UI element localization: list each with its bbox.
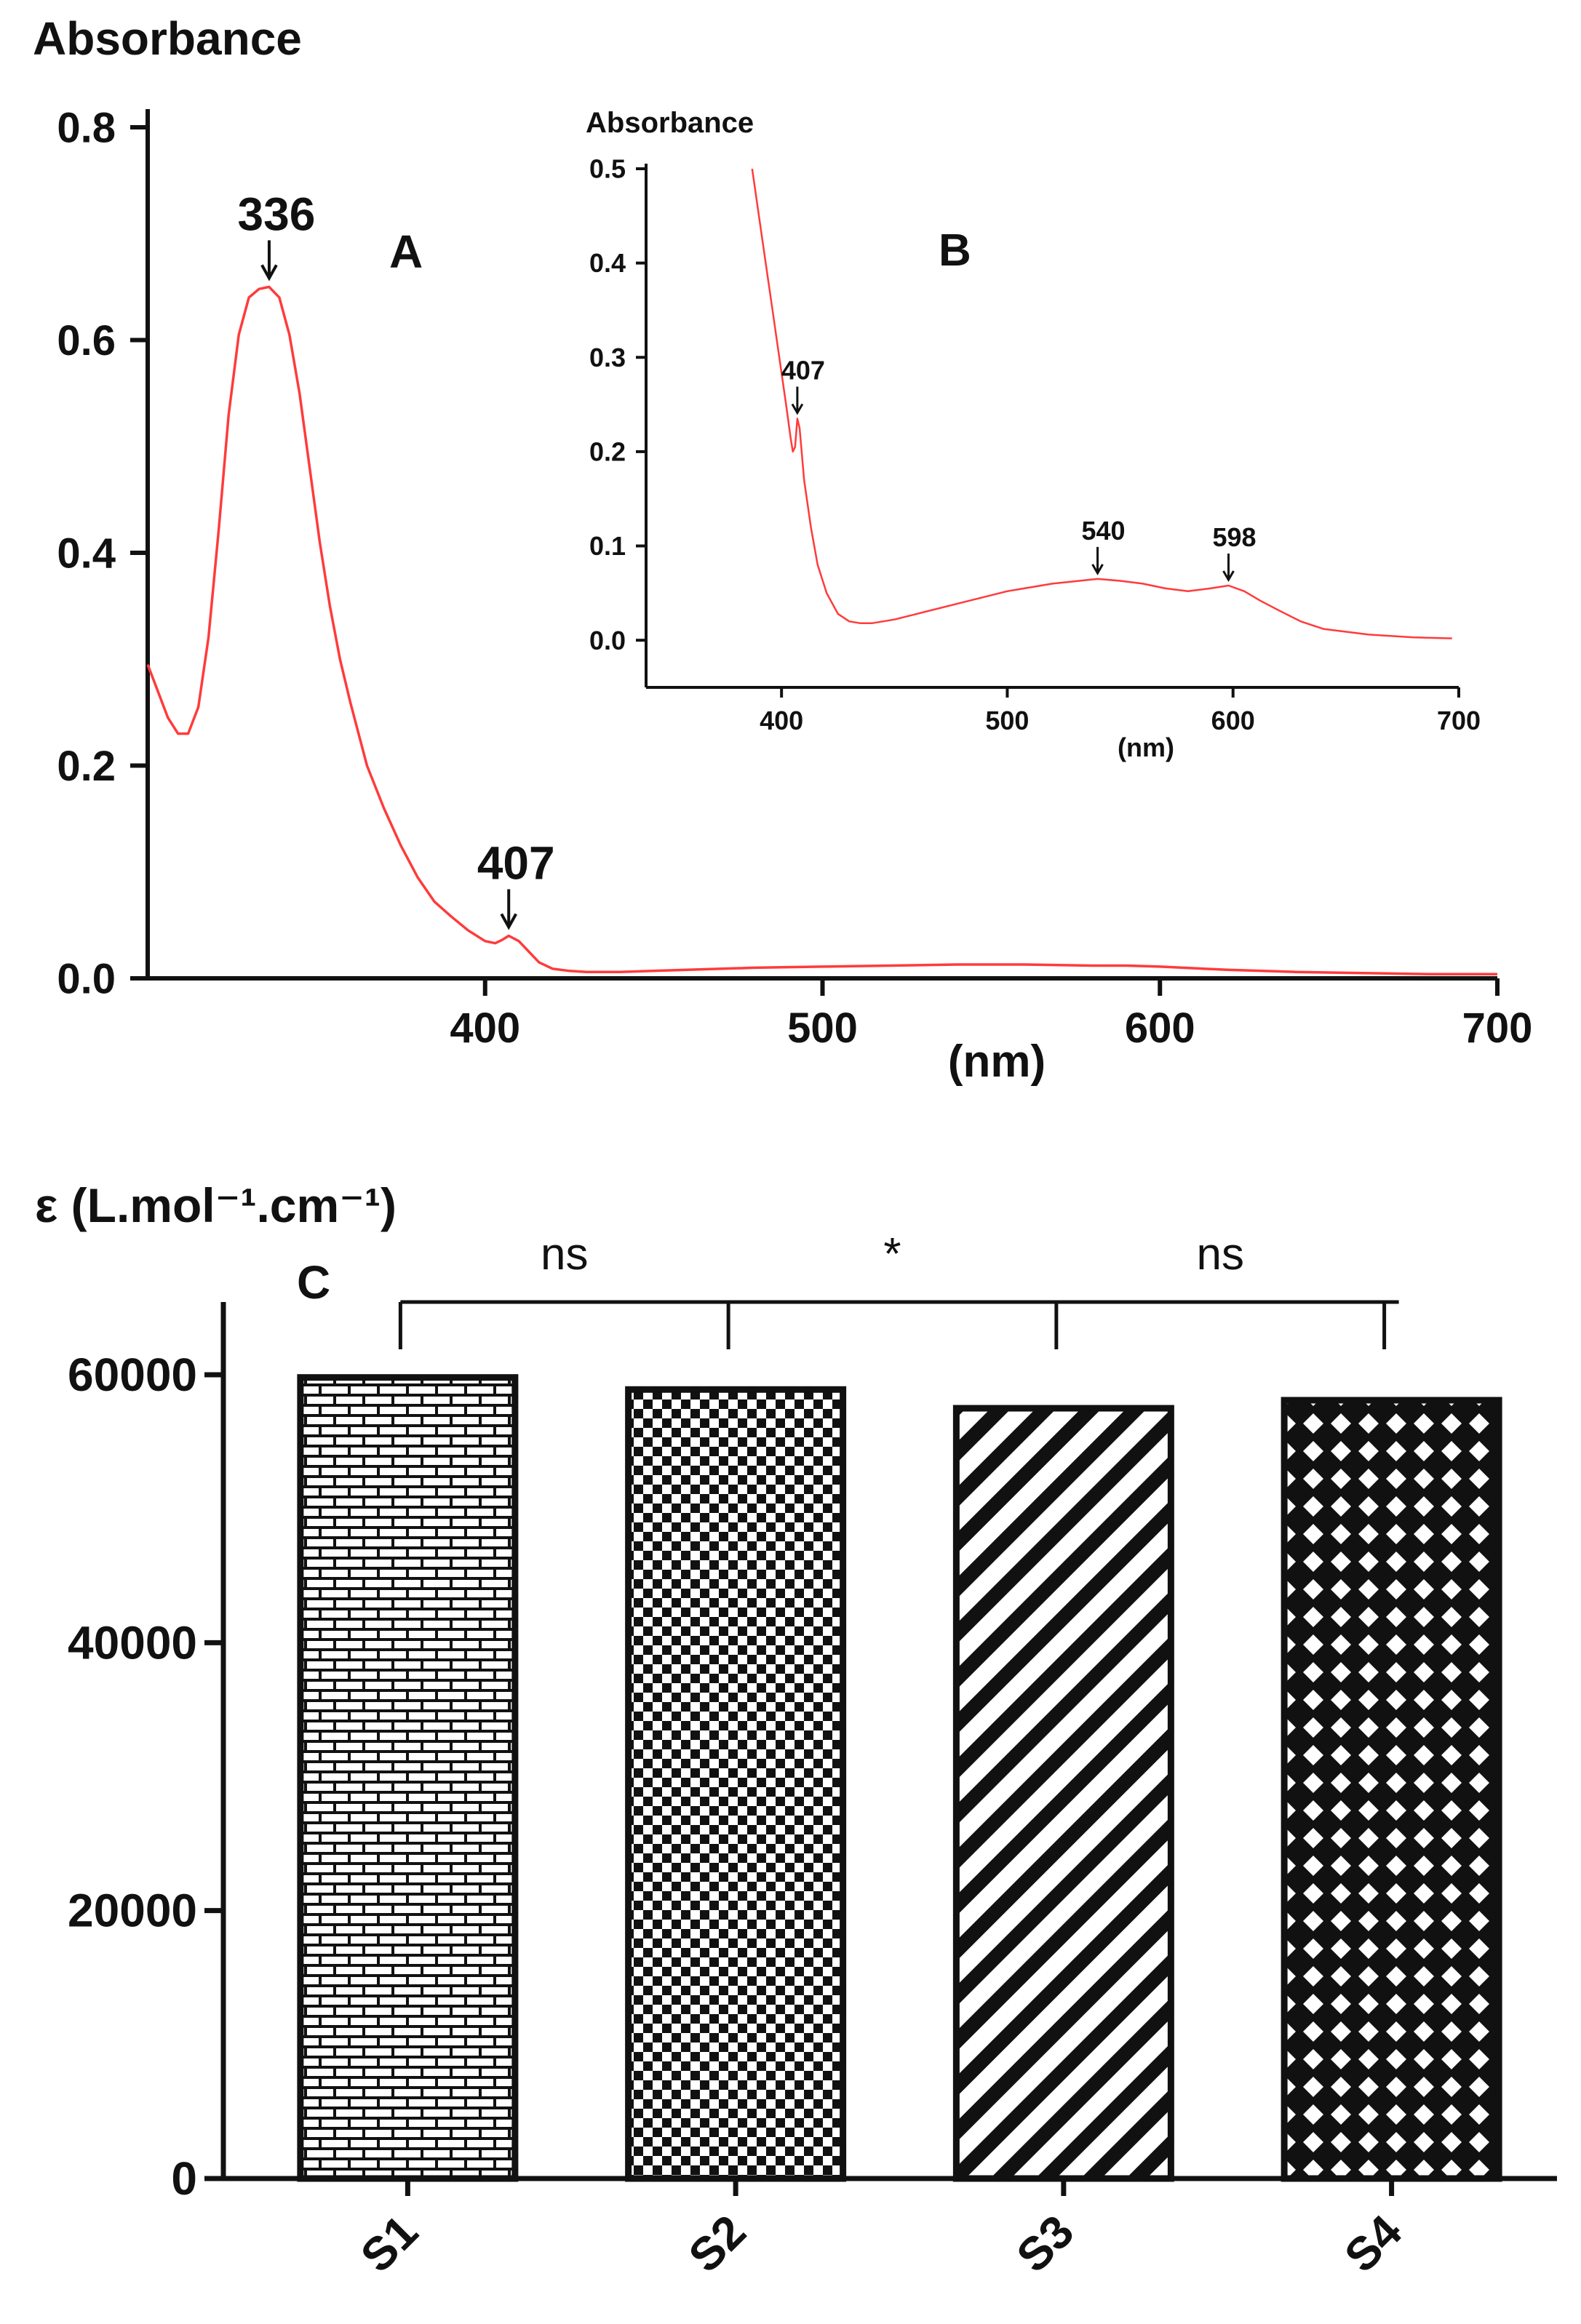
a-ytick-label: 0.4	[57, 530, 116, 577]
c-significance-label: *	[883, 1229, 901, 1279]
b-xtick-label: 400	[760, 706, 803, 735]
c-bar-s4	[1281, 1397, 1502, 2182]
a-ytick-label: 0.0	[57, 955, 116, 1002]
a-ytick-label: 0.8	[57, 104, 116, 151]
c-xtick-label: S1	[351, 2205, 428, 2282]
b-peak-arrowhead	[1091, 564, 1104, 575]
panel-c-label: C	[297, 1256, 330, 1309]
a-xtick-label: 400	[450, 1005, 520, 1052]
b-peak-arrowhead	[791, 403, 804, 415]
panel-b-inset-spectrum: Absorbance B 0.0 0.1 0.2 0.3 0.4 0.5 400 500 600…	[586, 107, 1481, 762]
b-peak-label: 598	[1212, 522, 1256, 552]
c-significance-label: ns	[541, 1229, 588, 1279]
b-ytick-label: 0.5	[589, 154, 626, 184]
a-peak-label: 407	[477, 837, 555, 890]
panel-a-spectrum: Absorbance A 0.0 0.2 0.4 0.6 0.8 400 500 600 700…	[33, 12, 1532, 1087]
panel-b-label: B	[939, 225, 971, 276]
panel-c-bar-chart: ε (L.mol⁻¹.cm⁻¹) C ns * ns 0 20000 40000 6000…	[35, 1178, 1557, 2283]
c-xtick-label: S4	[1334, 2205, 1412, 2283]
c-ytick-label: 0	[171, 2152, 197, 2205]
a-peak-arrowhead	[260, 264, 278, 281]
c-xtick-label: S3	[1006, 2205, 1083, 2282]
a-spectrum-line	[146, 285, 1497, 975]
panel-c-ylabel: ε (L.mol⁻¹.cm⁻¹)	[35, 1178, 397, 1232]
c-xtick-label: S2	[678, 2205, 755, 2282]
b-spectrum-line	[751, 168, 1452, 639]
b-ytick-label: 0.1	[589, 531, 626, 561]
b-xtick-label: 500	[985, 706, 1029, 735]
a-peak-arrowhead	[500, 913, 517, 930]
b-ytick-label: 0.2	[589, 437, 626, 467]
b-peak-arrowhead	[1222, 570, 1235, 582]
c-bar-s2	[625, 1386, 847, 2182]
panel-a-label: A	[389, 225, 423, 278]
b-ytick-label: 0.0	[589, 626, 626, 655]
a-ytick-label: 0.6	[57, 317, 116, 364]
panel-a-xlabel: (nm)	[948, 1037, 1046, 1087]
c-bar-s3	[952, 1405, 1174, 2182]
a-xtick-label: 700	[1462, 1005, 1533, 1052]
c-ytick-label: 20000	[68, 1885, 197, 1937]
a-peak-label: 336	[238, 188, 316, 240]
b-peak-label: 407	[781, 356, 825, 386]
b-peak-label: 540	[1082, 516, 1126, 546]
c-ytick-label: 60000	[68, 1349, 197, 1401]
panel-a-ylabel: Absorbance	[33, 12, 302, 65]
a-xtick-label: 500	[787, 1005, 858, 1052]
c-bar-s1	[297, 1374, 519, 2182]
panel-b-xlabel: (nm)	[1118, 732, 1174, 762]
c-ytick-label: 40000	[68, 1616, 197, 1669]
b-xtick-label: 600	[1211, 706, 1255, 735]
a-xtick-label: 600	[1125, 1005, 1195, 1052]
panel-b-ylabel: Absorbance	[586, 107, 754, 139]
b-ytick-label: 0.4	[589, 248, 626, 278]
a-ytick-label: 0.2	[57, 743, 116, 790]
b-xtick-label: 700	[1437, 706, 1481, 735]
b-ytick-label: 0.3	[589, 343, 626, 372]
c-significance-label: ns	[1197, 1229, 1244, 1279]
